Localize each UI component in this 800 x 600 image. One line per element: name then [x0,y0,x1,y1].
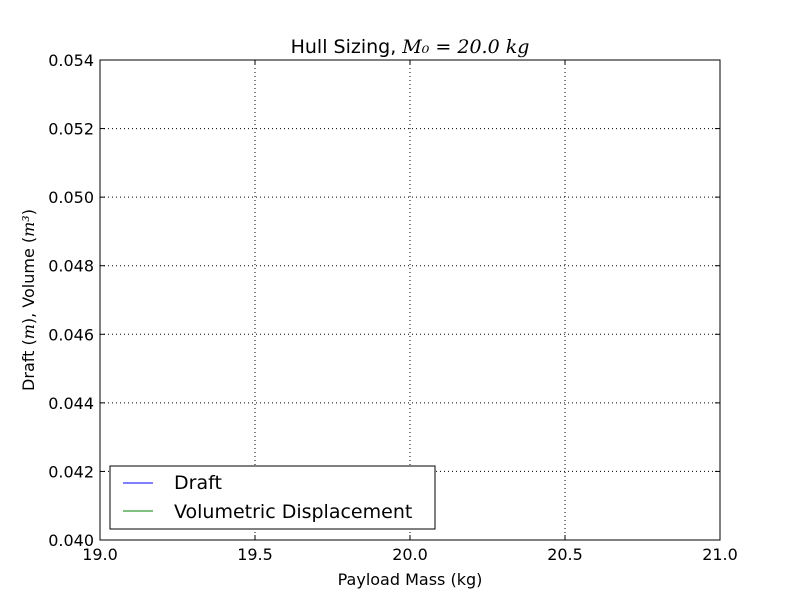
y-axis-label-part-2: m [19,324,38,339]
legend: Draft Volumetric Displacement [109,465,436,530]
legend-box [109,465,436,530]
grid [100,60,720,540]
y-axis-label-part-1: Draft ( [19,339,38,391]
y-tick-label: 0.046 [48,325,94,344]
x-tick-label: 19.0 [82,545,118,564]
legend-label-volumetric-displacement: Volumetric Displacement [174,501,412,523]
y-axis-label-part-3: ), Volume ( [19,237,38,324]
x-tick-label: 20.5 [547,545,583,564]
x-tick-label: 21.0 [702,545,738,564]
x-tick-label: 20.0 [392,545,428,564]
chart-title-math: M₀ = 20.0 kg [401,36,529,58]
y-axis-label-part-4: m³ [19,215,38,237]
x-axis-ticks: 19.0 19.5 20.0 20.5 21.0 [82,60,738,564]
y-tick-label: 0.054 [48,51,94,70]
legend-label-draft: Draft [174,472,222,494]
y-axis-ticks: 0.040 0.042 0.044 0.046 0.048 0.050 0.052 0.054 [48,51,720,550]
x-tick-label: 19.5 [237,545,273,564]
y-tick-label: 0.040 [48,531,94,550]
y-axis-label: Draft (m), Volume (m³) [19,209,38,391]
y-tick-label: 0.048 [48,257,94,276]
y-tick-label: 0.042 [48,462,94,481]
y-tick-label: 0.050 [48,188,94,207]
y-tick-label: 0.044 [48,394,94,413]
y-tick-label: 0.052 [48,120,94,139]
x-axis-label: Payload Mass (kg) [338,570,483,589]
y-axis-label-part-5: ) [19,209,38,215]
chart-title-prefix: Hull Sizing, [291,36,403,58]
chart-title: Hull Sizing, M₀ = 20.0 kg [291,36,530,58]
